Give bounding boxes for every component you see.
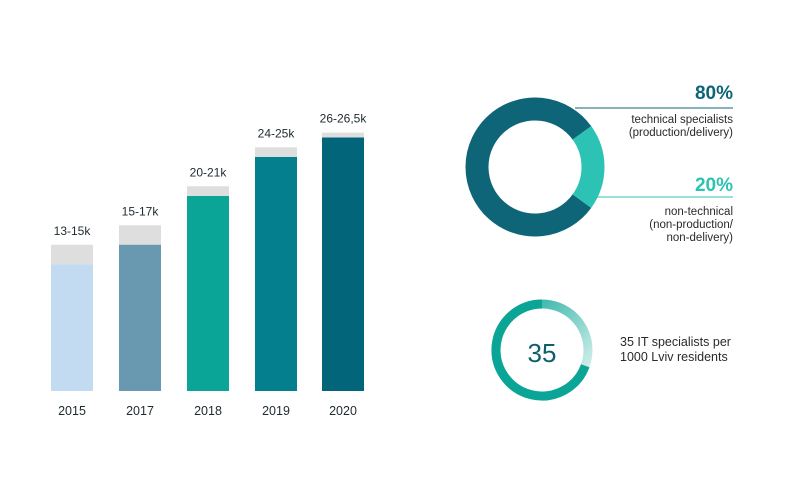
nontech-label: non-technical (non-production/ non-deliv…	[553, 206, 733, 245]
nontech-label-line1: non-technical	[664, 206, 733, 218]
bar-2018	[187, 196, 229, 391]
bar-label-2019: 24-25k	[258, 126, 296, 140]
x-tick-2017: 2017	[126, 404, 154, 418]
donut-slice-nontechnical	[572, 126, 605, 208]
bar-label-2017: 15-17k	[122, 204, 160, 218]
x-tick-2015: 2015	[58, 404, 86, 418]
tech-label-line2: (production/delivery)	[628, 127, 733, 139]
nontech-percent: 20%	[694, 175, 733, 196]
bar-label-2015: 13-15k	[54, 224, 92, 238]
bar-2020	[322, 137, 364, 391]
tech-label-line1: technical specialists	[631, 114, 733, 126]
tech-percent: 80%	[694, 83, 733, 104]
ring-arc	[491, 299, 590, 401]
bar-range-2019	[255, 147, 297, 157]
bar-label-2018: 20-21k	[190, 165, 228, 179]
x-tick-2020: 2020	[329, 404, 357, 418]
ring-description: 35 IT specialists per 1000 Lviv resident…	[620, 335, 731, 365]
bar-chart: 13-15k 2015 15-17k 2017 20-21k 2018 24-25k 2019…	[51, 112, 368, 418]
bar-label-2020: 26-26,5k	[320, 112, 368, 126]
x-tick-2019: 2019	[262, 404, 290, 418]
bar-range-2017	[119, 225, 161, 245]
bar-2017	[119, 244, 161, 391]
x-tick-2018: 2018	[194, 404, 222, 418]
bar-range-2015	[51, 244, 93, 265]
bar-2019	[255, 157, 297, 391]
ring-description-line1: 35 IT specialists per	[620, 335, 731, 349]
nontech-label-line2: (non-production/	[649, 219, 733, 231]
nontech-label-line3: non-delivery)	[666, 232, 733, 244]
bar-range-2018	[187, 186, 229, 196]
donut-slice-technical	[465, 97, 592, 237]
it-specialists-ring	[491, 299, 593, 401]
bar-range-2020	[322, 132, 364, 138]
bar-2015	[51, 264, 93, 391]
tech-label: technical specialists (production/delive…	[553, 114, 733, 140]
ring-description-line2: 1000 Lviv residents	[620, 350, 728, 364]
ring-number: 35	[527, 338, 557, 368]
